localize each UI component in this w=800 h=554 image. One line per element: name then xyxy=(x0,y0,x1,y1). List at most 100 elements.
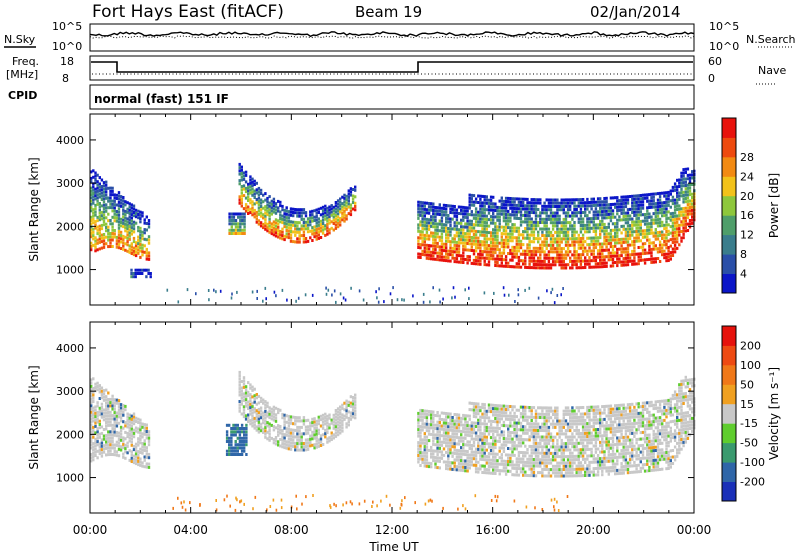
echo-cell xyxy=(650,257,653,261)
echo-cell xyxy=(485,201,488,205)
echo-cell xyxy=(667,255,670,259)
echo-cell xyxy=(498,472,501,476)
echo-cell xyxy=(251,408,254,412)
echo-cell xyxy=(143,455,146,459)
echo-cell xyxy=(208,298,210,302)
echo-cell xyxy=(445,207,448,211)
echo-cell xyxy=(277,424,280,428)
echo-cell xyxy=(661,243,664,247)
echo-cell xyxy=(500,245,503,249)
echo-cell xyxy=(244,417,248,421)
echo-cell xyxy=(109,404,112,408)
echo-cell xyxy=(270,417,273,421)
echo-cell xyxy=(673,247,677,251)
echo-cell xyxy=(313,231,316,235)
echo-cell xyxy=(479,444,482,448)
echo-cell xyxy=(113,219,116,223)
echo-cell xyxy=(504,222,508,226)
echo-cell xyxy=(100,441,104,445)
echo-cell xyxy=(496,205,499,209)
echo-cell xyxy=(571,230,574,234)
echo-cell xyxy=(449,211,452,214)
echo-cell xyxy=(294,208,297,211)
echo-cell xyxy=(119,419,123,423)
echo-cell xyxy=(684,222,687,226)
echo-cell xyxy=(449,461,452,465)
echo-cell xyxy=(134,254,138,258)
echo-cell xyxy=(594,223,598,227)
echo-cell xyxy=(566,240,570,244)
echo-cell xyxy=(432,459,435,463)
echo-cell xyxy=(556,214,559,218)
echo-cell xyxy=(509,206,512,210)
echo-cell xyxy=(477,213,480,217)
echo-cell xyxy=(462,439,465,443)
echo-cell xyxy=(287,431,291,435)
echo-cell xyxy=(321,426,325,430)
echo-cell xyxy=(132,275,135,279)
echo-cell xyxy=(560,221,563,225)
echo-cell xyxy=(243,427,246,430)
echo-cell xyxy=(423,425,426,429)
echo-cell xyxy=(464,420,467,424)
echo-cell xyxy=(453,227,456,231)
echo-cell xyxy=(419,418,422,422)
echo-cell xyxy=(577,246,580,250)
echo-cell xyxy=(479,214,482,218)
echo-cell xyxy=(94,210,97,214)
echo-cell xyxy=(560,240,563,244)
echo-cell xyxy=(603,265,606,268)
echo-cell xyxy=(519,405,523,409)
echo-cell xyxy=(498,462,501,466)
echo-cell xyxy=(628,237,632,241)
echo-cell xyxy=(432,423,435,427)
echo-cell xyxy=(296,416,299,420)
echo-cell xyxy=(438,414,441,418)
echo-cell xyxy=(302,208,306,212)
echo-cell xyxy=(321,222,325,225)
echo-cell xyxy=(474,236,478,240)
echo-cell xyxy=(440,258,444,262)
echo-cell xyxy=(132,246,136,250)
echo-cell xyxy=(464,222,467,226)
echo-cell xyxy=(562,230,565,234)
echo-cell xyxy=(326,216,329,220)
echo-cell xyxy=(509,229,512,233)
echo-cell xyxy=(554,256,557,260)
echo-cell xyxy=(622,260,625,264)
echo-cell xyxy=(339,200,342,204)
echo-cell xyxy=(631,253,634,257)
echo-cell xyxy=(481,227,484,231)
echo-cell xyxy=(496,241,499,245)
echo-cell xyxy=(107,443,110,447)
echo-cell xyxy=(96,430,99,434)
echo-cell xyxy=(247,182,250,186)
echo-cell xyxy=(671,234,675,238)
echo-cell xyxy=(109,189,112,193)
echo-cell xyxy=(671,202,675,206)
echo-cell xyxy=(641,213,645,217)
echo-cell xyxy=(628,227,632,231)
echo-cell xyxy=(558,240,561,244)
echo-cell xyxy=(306,447,310,451)
echo-cell xyxy=(423,454,426,458)
echo-cell xyxy=(541,217,544,221)
echo-cell xyxy=(90,225,93,229)
echo-cell xyxy=(270,199,273,203)
echo-cell xyxy=(635,194,638,198)
echo-cell xyxy=(676,208,679,211)
echo-cell xyxy=(336,417,340,420)
echo-cell xyxy=(432,209,435,212)
echo-cell xyxy=(519,412,523,416)
echo-cell xyxy=(500,453,503,457)
echo-cell xyxy=(347,195,350,199)
echo-cell xyxy=(628,233,632,237)
echo-cell xyxy=(658,260,662,263)
echo-cell xyxy=(139,418,142,422)
echo-cell xyxy=(251,200,254,204)
echo-cell xyxy=(584,240,587,244)
echo-cell xyxy=(225,453,229,456)
echo-cell xyxy=(532,220,536,224)
echo-cell xyxy=(616,231,619,235)
echo-cell xyxy=(686,183,690,187)
